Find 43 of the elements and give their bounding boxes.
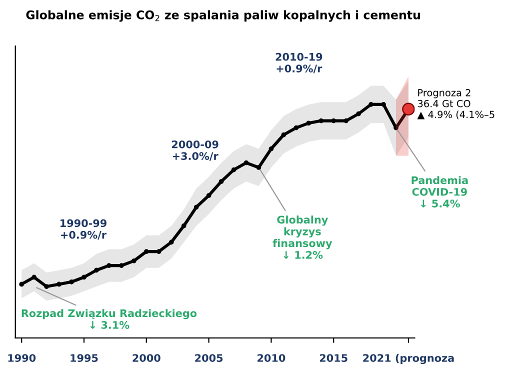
x-tick-label: 2000 [132, 354, 160, 362]
text: 2010-19 +0.9%/r [276, 52, 322, 74]
point [131, 258, 136, 264]
point [402, 102, 415, 116]
annotation: 2000-09 +3.0%/r [172, 140, 218, 161]
annotation: Globalny kryzys finansowy ↓ 1.2% [272, 216, 332, 259]
point [306, 120, 312, 126]
point [368, 102, 374, 107]
point [168, 240, 174, 245]
point [281, 132, 286, 138]
point [69, 279, 74, 284]
x-tick-label: 2010 [258, 354, 286, 362]
point [32, 274, 37, 280]
point [82, 274, 86, 280]
point [356, 111, 361, 116]
point [231, 167, 236, 172]
annotation: Rozpad Związku Radzieckiego ↓ 3.1% [22, 309, 197, 329]
point [344, 118, 349, 124]
point [181, 223, 186, 228]
point [381, 102, 386, 107]
point [119, 263, 124, 268]
annotation: Prognoza 2 36.4 Gt CO ▲ 4.9% (4.1%–5 [417, 89, 494, 120]
x-tick-label: 1995 [70, 354, 98, 362]
chart-title: Globalne emisje CO$_{2}$ ze spalania paliw kopalnych i cementu [26, 10, 420, 22]
point [106, 263, 112, 268]
annotation: 1990-99 +0.9%/r [60, 219, 106, 240]
point [244, 160, 249, 166]
x-tick-label: 2005 [195, 354, 223, 362]
x-tick-label: 2021 (prognoza [363, 354, 454, 364]
point [218, 179, 224, 184]
point [268, 146, 274, 152]
point [144, 249, 149, 254]
point [56, 282, 62, 287]
point [256, 165, 262, 170]
point [19, 282, 24, 287]
point [194, 204, 199, 210]
point [294, 125, 299, 130]
point [94, 268, 99, 273]
point [44, 284, 49, 289]
x-tick-label: 2015 [320, 354, 348, 362]
x-tick-label: 1990 [8, 354, 36, 362]
point [206, 193, 212, 198]
annotation: Pandemia COVID-19 ↓ 5.4% [412, 176, 468, 208]
